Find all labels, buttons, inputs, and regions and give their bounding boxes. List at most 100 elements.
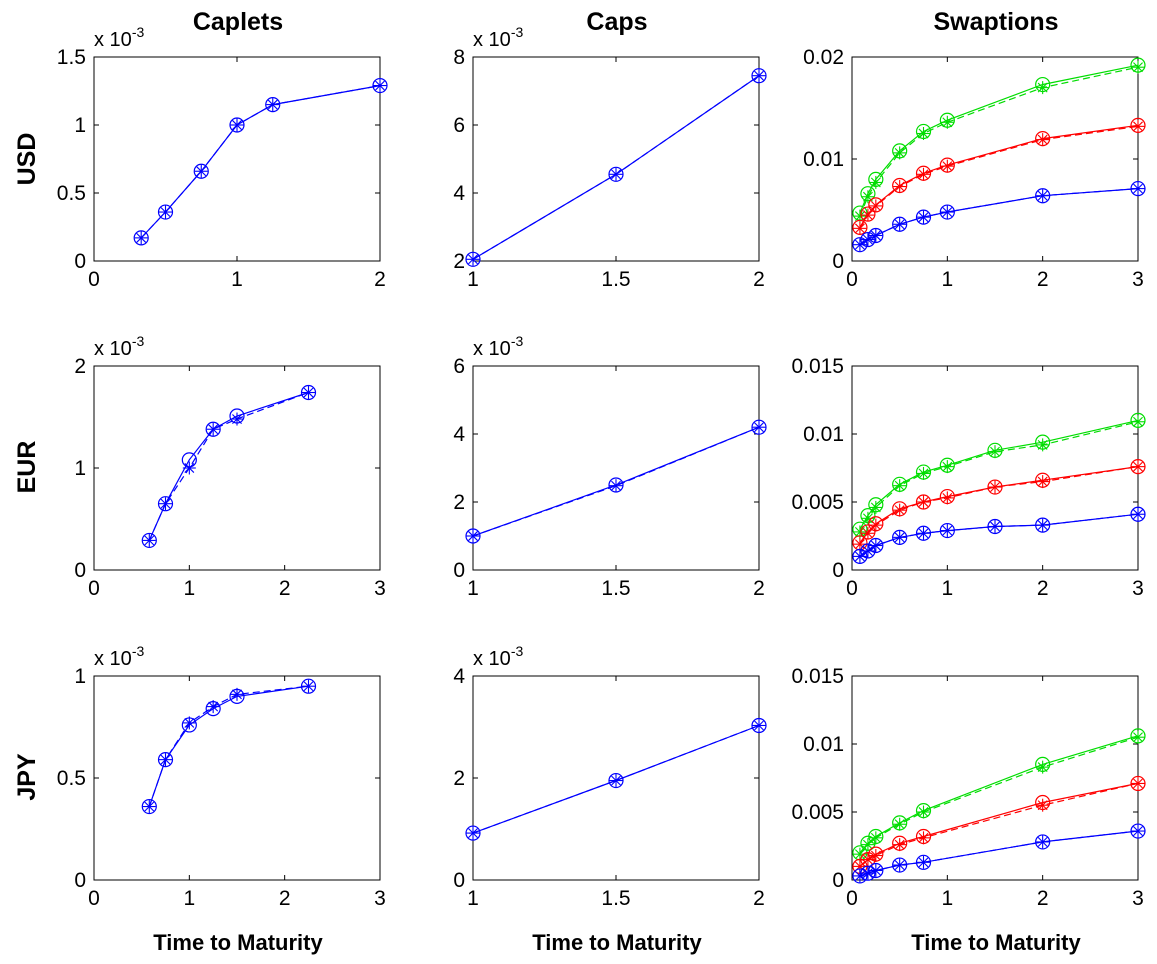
x-tick-label: 1 (467, 268, 479, 291)
x-tick-label: 1 (183, 577, 195, 600)
point-star-marker (752, 420, 766, 434)
point-circle-marker (372, 77, 388, 94)
x-tick-label: 1 (941, 268, 953, 291)
star-stroke (754, 70, 764, 81)
y-tick-label: 1.5 (57, 46, 86, 69)
point-circle-marker (892, 529, 908, 545)
y-tick-label: 0 (453, 869, 465, 892)
point-star-marker (302, 386, 315, 400)
subplot-eur-caps: 1 1.5 2 0 2 4 6 x 10-3 (453, 333, 767, 600)
star-stroke (1133, 183, 1143, 194)
y-tick-label: 0 (832, 559, 844, 582)
point-star-marker (1131, 415, 1145, 429)
point-star-marker (466, 826, 480, 840)
star-stroke (894, 860, 905, 870)
point-circle-marker (265, 96, 281, 113)
y-exponent-power: -3 (132, 333, 145, 349)
star-stroke (894, 219, 905, 230)
point-star-marker (466, 252, 480, 266)
y-tick-label: 0.5 (57, 767, 86, 790)
x-tick-label: 2 (1037, 577, 1049, 600)
y-tick-label: 0.01 (803, 733, 844, 756)
point-circle-marker (608, 772, 624, 789)
star-stroke (1133, 509, 1143, 520)
star-stroke (894, 532, 905, 543)
point-circle-marker (141, 532, 157, 549)
y-exponent-label: x 10-3 (473, 643, 523, 670)
point-star-marker (1036, 475, 1050, 489)
star-stroke (468, 254, 478, 265)
point-circle-marker (868, 862, 884, 879)
star-stroke (894, 839, 905, 850)
point-star-marker (1036, 189, 1050, 203)
point-star-marker (893, 146, 907, 160)
x-tick-label: 3 (1132, 268, 1144, 291)
point-star-marker (752, 718, 766, 732)
subplot-jpy-swaptions: 0 1 2 3 0 0.005 0.01 0.015 (791, 665, 1146, 910)
y-exponent-label: x 10-3 (473, 333, 523, 360)
star-stroke (990, 521, 1000, 532)
star-stroke (854, 849, 865, 860)
star-stroke (918, 528, 929, 539)
point-star-marker (1131, 60, 1145, 74)
point-circle-marker (860, 231, 876, 248)
point-circle-marker (205, 421, 221, 437)
point-star-marker (861, 866, 875, 880)
point-circle-marker (915, 854, 932, 870)
series-line-1 (148, 391, 309, 541)
star-stroke (232, 414, 242, 424)
series-line-1 (148, 685, 309, 807)
point-star-marker (206, 700, 220, 714)
star-stroke (862, 528, 873, 539)
point-circle-marker (852, 548, 868, 565)
point-circle-marker (868, 537, 884, 554)
x-tick-label: 0 (88, 577, 100, 600)
star-stroke (184, 717, 195, 728)
y-exponent-label: x 10-3 (473, 24, 523, 51)
point-star-marker (940, 491, 954, 505)
point-star-marker (893, 503, 907, 517)
x-tick-label: 2 (279, 577, 291, 600)
star-stroke (862, 839, 873, 850)
star-stroke (918, 212, 929, 223)
y-tick-label: 0.01 (803, 148, 844, 171)
star-stroke (870, 230, 881, 241)
star-stroke (208, 424, 219, 435)
x-tick-label: 1 (467, 887, 479, 910)
star-stroke (303, 387, 314, 398)
series-line-0 (859, 64, 1139, 214)
star-stroke (862, 210, 873, 221)
star-stroke (942, 117, 953, 128)
point-circle-marker (751, 68, 767, 84)
star-stroke (1133, 826, 1143, 836)
point-circle-marker (987, 479, 1003, 495)
star-stroke (160, 754, 171, 765)
y-tick-label: 0 (832, 869, 844, 892)
star-stroke (144, 801, 155, 812)
point-star-marker (988, 480, 1002, 494)
column-title-caps: Caps (586, 8, 647, 36)
point-circle-marker (1130, 823, 1146, 839)
subplot-usd-swaptions: 0 1 2 3 0 0.01 0.02 (803, 46, 1146, 291)
y-tick-label: 2 (453, 767, 465, 790)
y-exponent-power: -3 (511, 24, 524, 40)
y-tick-label: 0.005 (791, 491, 844, 514)
star-stroke (468, 531, 478, 541)
point-circle-marker (193, 163, 209, 179)
point-star-marker (853, 549, 867, 563)
point-star-marker (853, 238, 867, 252)
point-star-marker (869, 175, 883, 189)
column-title-swaptions: Swaptions (933, 8, 1058, 36)
y-exponent-base: x 10 (473, 338, 511, 360)
point-star-marker (230, 687, 244, 701)
y-tick-label: 0.02 (803, 46, 844, 69)
point-circle-marker (852, 237, 868, 253)
point-circle-marker (465, 251, 481, 267)
star-stroke (918, 169, 929, 180)
point-star-marker (861, 190, 875, 204)
x-tick-label: 1.5 (601, 887, 630, 910)
star-stroke (160, 498, 171, 509)
star-stroke (1133, 121, 1143, 132)
y-tick-label: 0 (74, 250, 86, 273)
star-stroke (854, 539, 865, 550)
